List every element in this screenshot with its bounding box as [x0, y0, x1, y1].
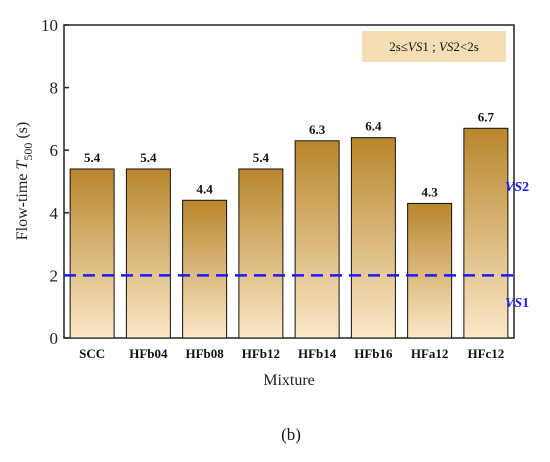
vs1-label: VS1: [505, 296, 529, 311]
bar-hfc12: [463, 127, 509, 339]
legend-part-2: VS: [408, 39, 423, 54]
bar-hfb14: [294, 140, 340, 339]
category-label-hfb14: HFb14: [298, 346, 337, 361]
value-label-hfb08: 4.4: [197, 181, 214, 196]
category-label-hfb08: HFb08: [185, 346, 224, 361]
vs2-label: VS2: [505, 180, 529, 195]
value-labels-group: 5.4 5.4 4.4 5.4 6.3 6.4 4.3 6.7: [84, 109, 495, 199]
bar-hfb08: [182, 199, 228, 339]
legend-part-4: VS: [439, 39, 454, 54]
category-label-hfa12: HFa12: [411, 346, 449, 361]
category-label-hfb16: HFb16: [354, 346, 393, 361]
category-label-hfb04: HFb04: [129, 346, 168, 361]
bar-scc: [69, 168, 115, 339]
x-axis-title: Mixture: [263, 372, 315, 389]
legend-text: 2s≤VS1 ; VS2<2s: [389, 39, 479, 54]
value-label-hfb16: 6.4: [365, 119, 382, 134]
y-tick-label-2: 2: [50, 266, 59, 285]
bar-hfb12: [238, 168, 284, 339]
category-label-hfb12: HFb12: [242, 346, 280, 361]
bar-hfa12: [407, 202, 453, 339]
y-tick-label-10: 10: [41, 16, 58, 35]
value-label-hfb04: 5.4: [140, 150, 157, 165]
y-axis-title: Flow-time T500 (s): [14, 122, 35, 240]
figure-caption: (b): [281, 425, 301, 444]
bar-hfb04: [125, 168, 171, 339]
criteria-legend: 2s≤VS1 ; VS2<2s: [362, 31, 506, 62]
value-label-hfc12: 6.7: [478, 109, 495, 124]
value-label-hfb12: 5.4: [253, 150, 270, 165]
category-label-hfc12: HFc12: [467, 346, 504, 361]
category-labels-group: SCC HFb04 HFb08 HFb12 HFb14 HFb16 HFa12 HFc12: [79, 346, 504, 361]
plot-frame: [63, 24, 515, 339]
y-tick-label-0: 0: [50, 329, 59, 348]
y-tick-label-6: 6: [50, 141, 59, 160]
legend-part-3: 1 ;: [422, 39, 439, 54]
value-label-hfa12: 4.3: [422, 184, 439, 199]
legend-part-5: 2<2s: [453, 39, 478, 54]
y-axis-ticks-group: 0 2 4 6 8 10: [41, 16, 69, 348]
legend-box: [362, 31, 506, 62]
bar-hfb16: [350, 137, 396, 339]
y-tick-label-4: 4: [50, 204, 59, 223]
legend-part-1: 2s≤: [389, 39, 408, 54]
value-label-hfb14: 6.3: [309, 122, 326, 137]
category-label-scc: SCC: [79, 346, 105, 361]
bars-group: [69, 127, 509, 339]
value-label-scc: 5.4: [84, 150, 101, 165]
y-tick-label-8: 8: [50, 79, 59, 98]
